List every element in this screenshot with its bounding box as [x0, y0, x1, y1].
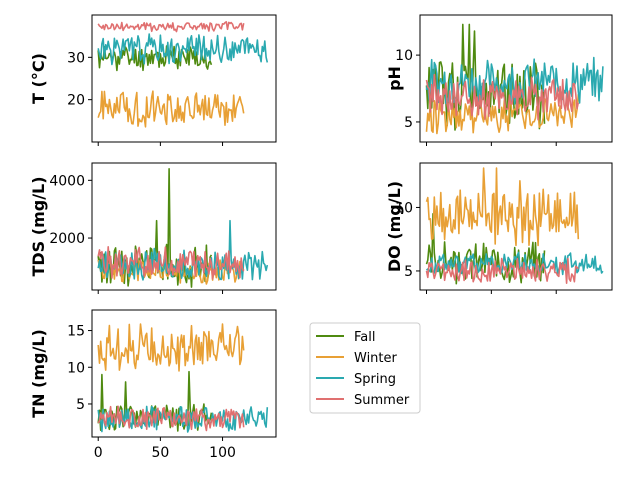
series-line-fall: [97, 45, 213, 72]
legend-box: [309, 322, 421, 414]
axes-frame: [91, 162, 277, 291]
panel-2: 5 10 pH: [385, 14, 613, 146]
series-line-winter: [97, 259, 245, 285]
x-tick-label: 50: [151, 445, 169, 461]
y-tick-label: 15: [67, 324, 85, 340]
legend-entry-summer: Summer: [354, 393, 410, 408]
legend: Fall Winter Spring Summer: [309, 322, 421, 414]
x-tick-label: 100: [209, 445, 236, 461]
y-tick-label: 5: [76, 397, 85, 413]
series-line-summer: [425, 73, 580, 121]
axes-frame: [419, 14, 613, 143]
panel-1: 20 30 T (°C): [29, 14, 277, 146]
y-axis-label: DO (mg/L): [385, 181, 404, 272]
series-line-winter: [97, 323, 245, 372]
legend-entry-spring: Spring: [354, 372, 396, 387]
series-line-winter: [97, 90, 245, 128]
axes-frame: [419, 162, 613, 291]
y-tick-label: 2000: [49, 231, 85, 247]
y-tick-label: 10: [395, 200, 413, 216]
legend-entry-winter: Winter: [354, 351, 398, 366]
series-line-summer: [97, 246, 245, 280]
y-tick-label: 10: [395, 48, 413, 64]
y-tick-label: 10: [67, 360, 85, 376]
y-axis-label: pH: [385, 66, 404, 91]
series-line-summer: [97, 405, 245, 432]
y-tick-label: 5: [404, 264, 413, 280]
series-line-spring: [97, 405, 269, 433]
series-line-spring: [425, 251, 604, 277]
series-line-summer: [97, 20, 245, 33]
y-tick-label: 30: [67, 50, 85, 66]
y-axis-label: TDS (mg/L): [29, 176, 48, 276]
axes-frame: [91, 309, 277, 438]
series-line-summer: [425, 257, 579, 285]
series-line-spring: [97, 33, 269, 66]
series-line-spring: [425, 56, 604, 108]
panel-5: 5 10 15 0 50 100 TN (mg/L): [29, 309, 277, 461]
series-line-spring: [97, 219, 269, 281]
y-tick-label: 20: [67, 93, 85, 109]
y-axis-label: T (°C): [29, 53, 48, 104]
x-tick-label: 0: [94, 445, 103, 461]
series-line-winter: [425, 167, 580, 247]
y-axis-label: TN (mg/L): [29, 329, 48, 418]
y-tick-label: 5: [404, 115, 413, 131]
legend-entry-fall: Fall: [354, 330, 375, 345]
axes-frame: [91, 14, 277, 143]
series-line-winter: [425, 93, 580, 135]
y-tick-label: 4000: [49, 173, 85, 189]
